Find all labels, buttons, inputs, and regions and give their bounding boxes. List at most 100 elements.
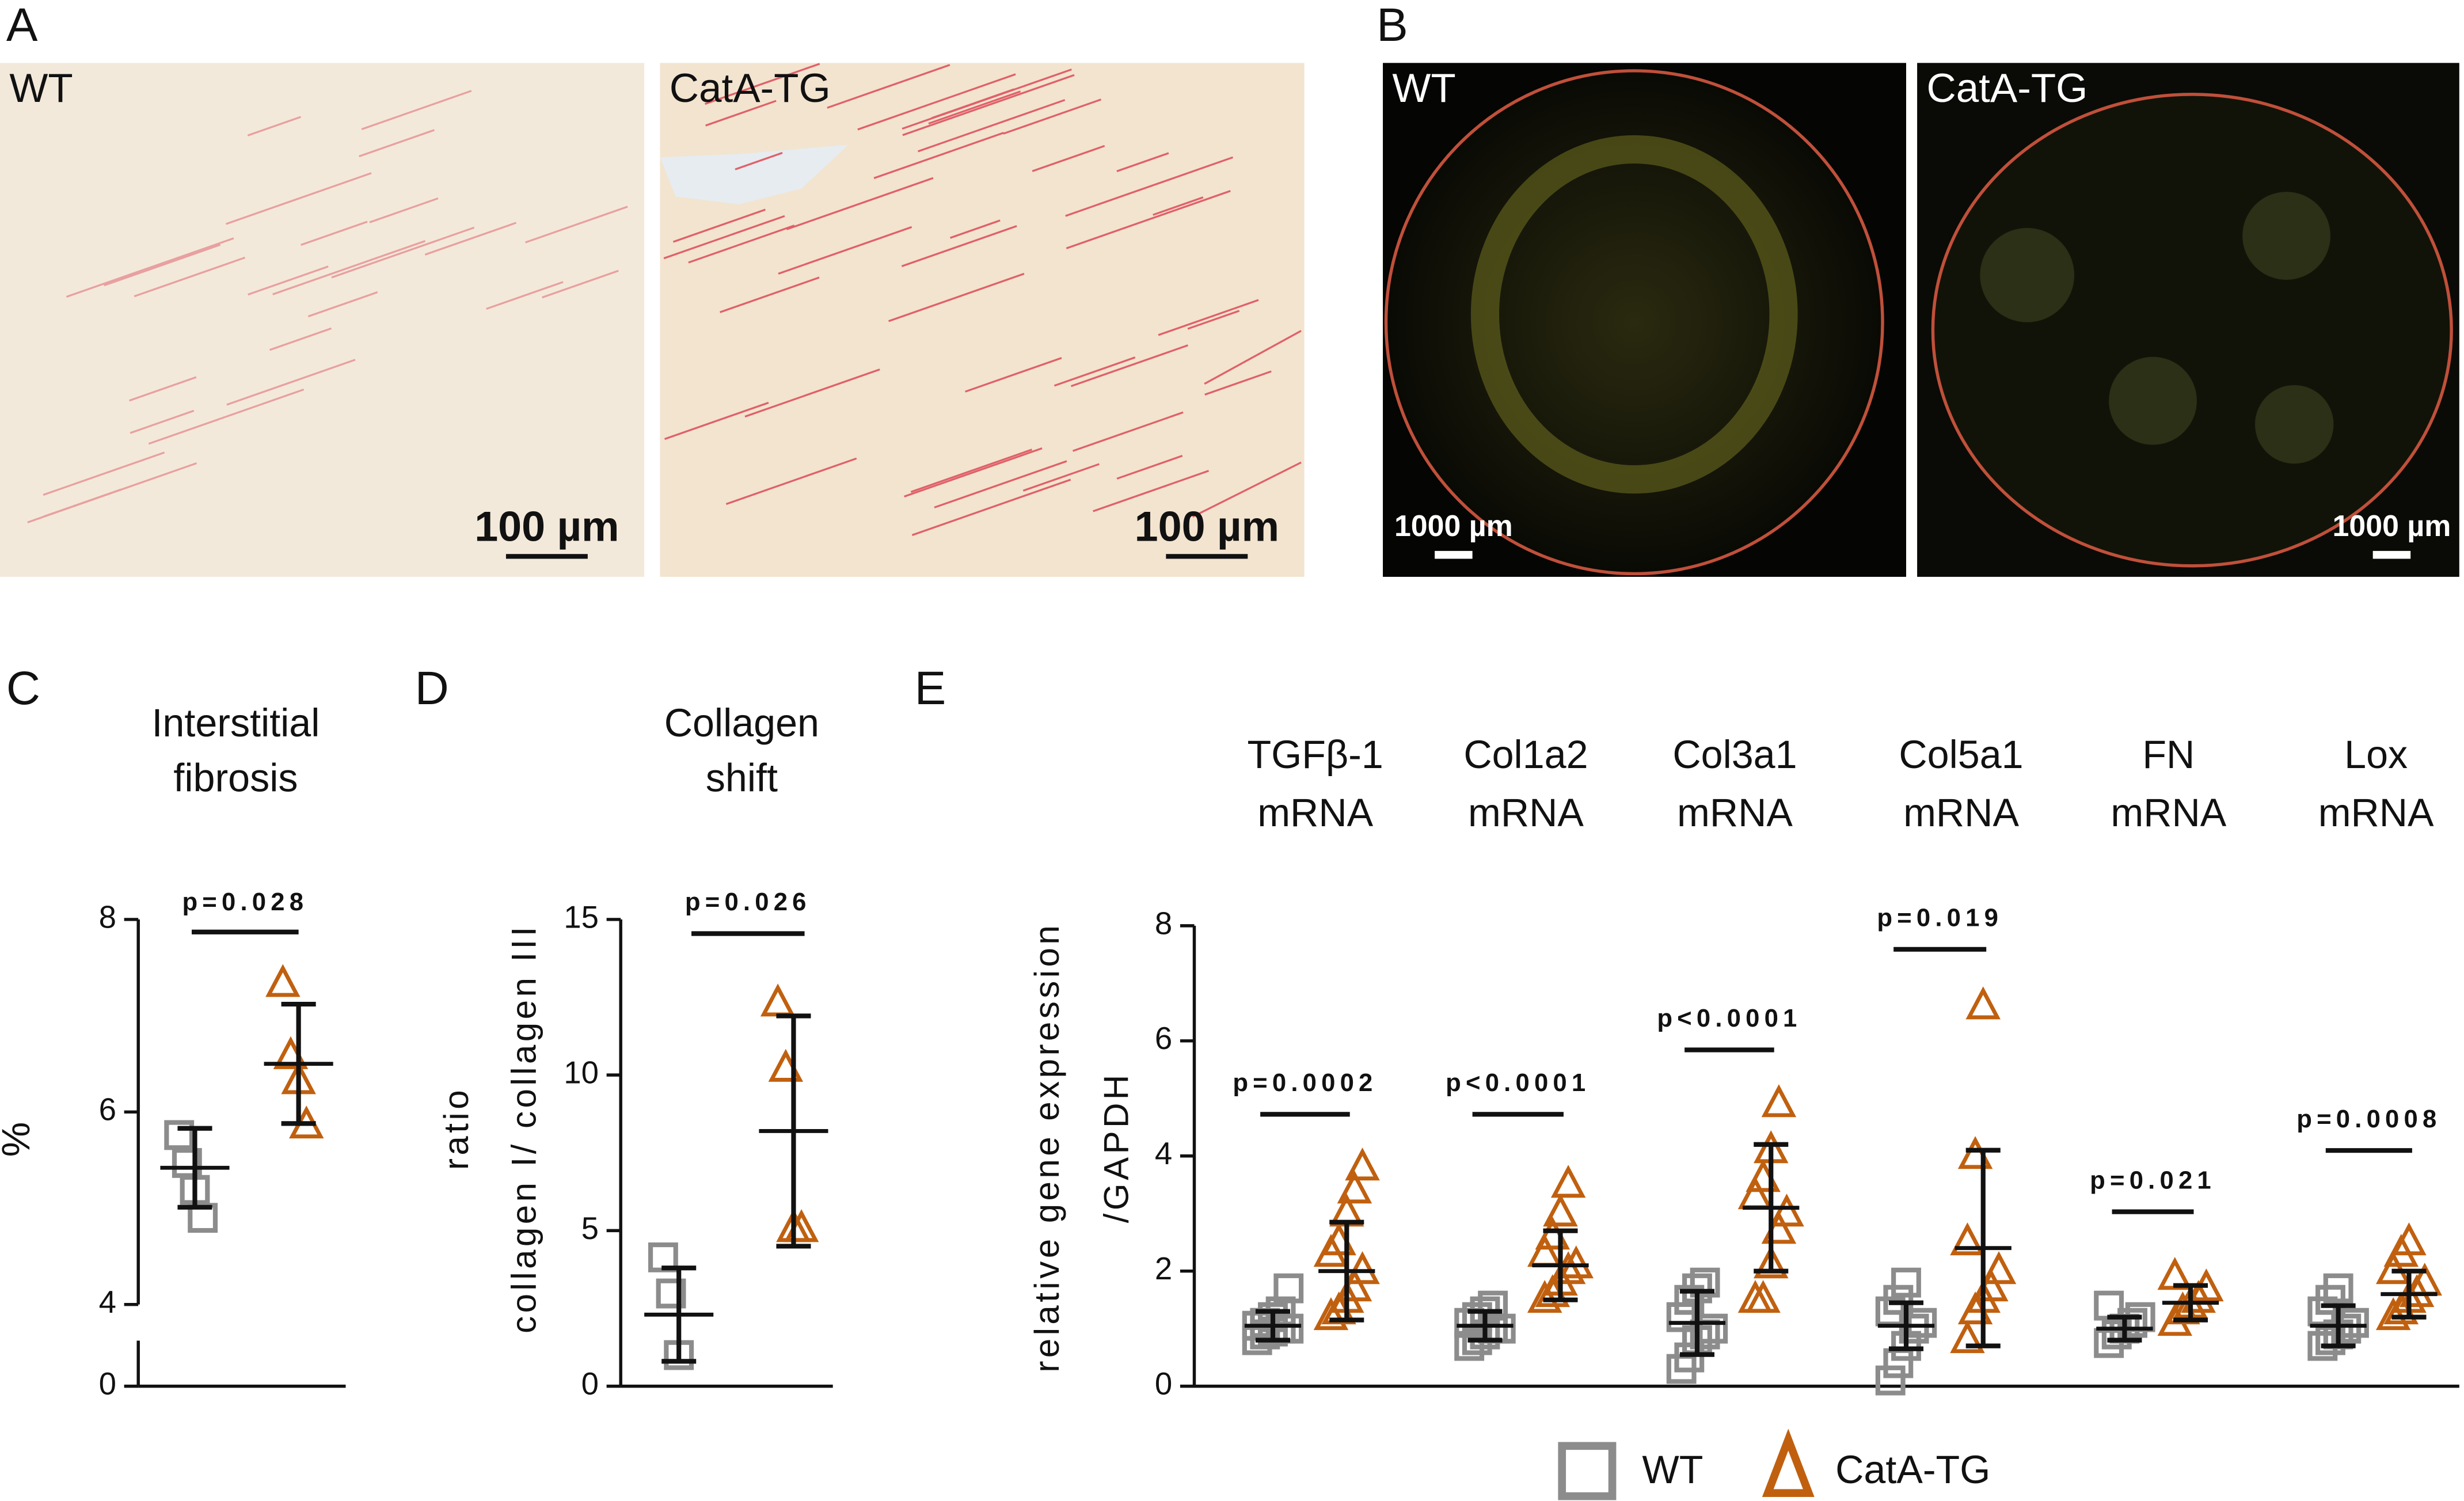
collagen-fibre bbox=[248, 265, 329, 296]
data-point bbox=[1690, 1267, 1720, 1298]
collagen-fibre bbox=[424, 222, 517, 256]
collagen-fibre bbox=[1158, 299, 1259, 336]
p-value: p=0.0002 bbox=[1233, 1069, 1377, 1097]
collagen-fibre bbox=[225, 172, 372, 225]
collagen-fibre bbox=[705, 63, 820, 105]
collagen-fibre bbox=[928, 90, 1021, 125]
scale-label: 100 µm bbox=[1135, 502, 1279, 550]
y-axis-label: collagen I/ collagen III bbox=[504, 924, 543, 1333]
data-point bbox=[2391, 1222, 2427, 1256]
y-tick-label: 4 bbox=[99, 1285, 116, 1320]
collagen-fibre bbox=[664, 401, 769, 440]
collagen-fibre bbox=[43, 488, 121, 518]
p-value: p=0.028 bbox=[182, 888, 308, 916]
collagen-fibre bbox=[247, 116, 302, 136]
collagen-fibre bbox=[1153, 196, 1204, 216]
data-point bbox=[656, 1278, 686, 1309]
y-tick-label: 15 bbox=[564, 899, 599, 934]
data-point bbox=[1981, 1251, 2017, 1285]
p-value: p=0.021 bbox=[2090, 1166, 2216, 1194]
y-tick-label: 0 bbox=[581, 1366, 599, 1401]
collagen-fibre bbox=[910, 449, 1033, 493]
data-point bbox=[2338, 1308, 2369, 1338]
image-label: CatA-TG bbox=[1926, 66, 2087, 111]
y-tick-label: 10 bbox=[564, 1055, 599, 1090]
collagen-fibre bbox=[720, 276, 820, 313]
legend-marker bbox=[1558, 1442, 1617, 1500]
data-point bbox=[1543, 1194, 1578, 1227]
artifact bbox=[2242, 192, 2330, 280]
collagen-fibre bbox=[134, 256, 246, 298]
histology-image bbox=[0, 63, 645, 577]
category-label: FN bbox=[2142, 733, 2195, 777]
heart-section bbox=[1384, 69, 1884, 576]
y-tick-label: 8 bbox=[99, 899, 116, 934]
collagen-fibre bbox=[950, 219, 1001, 239]
p-value: p<0.0001 bbox=[1446, 1069, 1590, 1097]
category-label: TGFβ-1 bbox=[1248, 733, 1383, 777]
collagen-fibre bbox=[359, 129, 435, 158]
y-axis-label: /GAPDH bbox=[1097, 1071, 1135, 1223]
panel-letter: D bbox=[415, 662, 449, 715]
data-point bbox=[1907, 1308, 1937, 1338]
y-axis-label: relative gene expression bbox=[1028, 922, 1066, 1373]
collagen-fibre bbox=[369, 197, 439, 223]
collagen-fibre bbox=[331, 226, 475, 279]
collagen-fibre bbox=[66, 237, 234, 298]
y-axis-label: % bbox=[0, 1122, 38, 1157]
category-label: Col1a2 bbox=[1463, 733, 1588, 777]
data-point bbox=[1345, 1251, 1380, 1285]
collagen-fibre bbox=[1093, 470, 1210, 512]
y-tick-label: 4 bbox=[1155, 1136, 1172, 1171]
data-point bbox=[1674, 1342, 1705, 1373]
scale-label: 1000 µm bbox=[2333, 509, 2451, 542]
collagen-fibre bbox=[1187, 310, 1240, 330]
legend-label: CatA-TG bbox=[1835, 1448, 1990, 1492]
data-point bbox=[1950, 1222, 1985, 1256]
collagen-fibre bbox=[43, 451, 165, 496]
category-label: mRNA bbox=[2111, 791, 2226, 835]
artifact bbox=[2254, 385, 2334, 464]
collagen-fibre bbox=[918, 99, 1066, 153]
data-point bbox=[1883, 1348, 1914, 1378]
collagen-fibre bbox=[778, 226, 912, 275]
y-tick-label: 8 bbox=[1155, 906, 1172, 941]
data-point bbox=[2323, 1273, 2353, 1304]
y-tick-label: 6 bbox=[99, 1092, 116, 1127]
collagen-fibre bbox=[705, 100, 777, 127]
y-tick-label: 5 bbox=[581, 1211, 599, 1246]
data-point bbox=[1337, 1171, 1372, 1204]
y-tick-label: 6 bbox=[1155, 1021, 1172, 1056]
collagen-fibre bbox=[902, 69, 1072, 130]
collagen-fibre bbox=[1204, 370, 1272, 396]
myocardium bbox=[1470, 135, 1798, 494]
collagen-fibre bbox=[1116, 152, 1169, 172]
data-point bbox=[2157, 1257, 2192, 1290]
category-label: mRNA bbox=[1677, 791, 1793, 835]
collagen-fibre bbox=[486, 281, 564, 310]
collagen-fibre bbox=[888, 272, 1025, 322]
collagen-fibre bbox=[1022, 463, 1100, 492]
p-value: p=0.0008 bbox=[2296, 1105, 2441, 1133]
collagen-fibre bbox=[1116, 455, 1183, 480]
data-point bbox=[2331, 1313, 2362, 1344]
image-label: WT bbox=[9, 66, 73, 111]
panel-letter: C bbox=[6, 662, 40, 715]
chart-title: Collagen bbox=[664, 701, 819, 745]
collagen-fibre bbox=[786, 177, 934, 230]
heart-section bbox=[1931, 93, 2453, 568]
collagen-fibre bbox=[542, 269, 619, 299]
data-point bbox=[1754, 1245, 1789, 1279]
collagen-fibre bbox=[744, 368, 880, 418]
collagen-fibre bbox=[307, 291, 378, 318]
collagen-fibre bbox=[104, 244, 221, 287]
category-label: Lox bbox=[2344, 733, 2408, 777]
chart-title: shift bbox=[706, 757, 778, 800]
collagen-fibre bbox=[672, 208, 766, 243]
data-point bbox=[1527, 1234, 1562, 1267]
data-point bbox=[1273, 1273, 1304, 1304]
image-label: CatA-TG bbox=[670, 66, 831, 111]
collagen-fibre bbox=[272, 240, 426, 295]
